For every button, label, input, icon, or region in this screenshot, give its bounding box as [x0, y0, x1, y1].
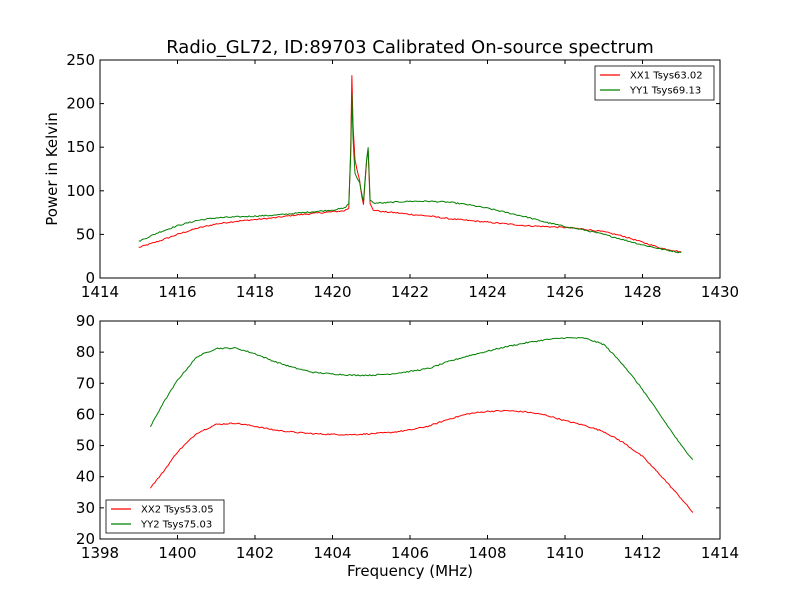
top-legend: XX1 Tsys63.02 YY1 Tsys69.13 — [594, 65, 715, 101]
bottom-y-tick-label: 50 — [76, 437, 95, 455]
bottom-series-layer — [149, 337, 694, 513]
bottom-y-tick-label: 70 — [76, 374, 95, 392]
top-x-tick-label: 1426 — [546, 283, 584, 301]
top-y-tick-label: 50 — [76, 225, 95, 243]
top-series-line-0 — [138, 75, 682, 253]
bottom-x-tick-label: 1410 — [546, 544, 584, 562]
top-x-tick-label: 1428 — [623, 283, 661, 301]
top-legend-label-xx1: XX1 Tsys63.02 — [630, 71, 703, 82]
bottom-x-tick-label: 1402 — [236, 544, 274, 562]
top-y-tick-label: 0 — [85, 269, 95, 287]
bottom-x-tick-label: 1408 — [468, 544, 506, 562]
top-x-tick-label: 1414 — [81, 283, 119, 301]
bottom-x-tick-label: 1414 — [701, 544, 739, 562]
top-x-tick-label: 1422 — [391, 283, 429, 301]
bottom-legend-label-xx2: XX2 Tsys53.05 — [141, 505, 214, 516]
top-plot-frame — [99, 59, 721, 279]
top-x-tick-label: 1424 — [468, 283, 506, 301]
top-panel: 1414 1416 1418 1420 1422 1424 1426 1428 1430 0 50 1… — [43, 51, 739, 301]
bottom-y-tick-label: 90 — [76, 312, 95, 330]
top-legend-label-yy1: YY1 Tsys69.13 — [629, 86, 701, 97]
top-x-tick-label: 1430 — [701, 283, 739, 301]
top-y-tick-label: 100 — [66, 182, 95, 200]
top-y-tick-label: 250 — [66, 51, 95, 69]
bottom-x-tick-label: 1412 — [623, 544, 661, 562]
bottom-y-tick-label: 30 — [76, 499, 95, 517]
bottom-tick-layer: 1398 1400 1402 1404 1406 1408 1410 1412 1414 20 30… — [76, 312, 739, 562]
bottom-y-tick-label: 40 — [76, 468, 95, 486]
top-x-tick-label: 1418 — [236, 283, 274, 301]
bottom-x-tick-label: 1404 — [313, 544, 351, 562]
top-y-axis-label: Power in Kelvin — [43, 112, 61, 226]
bottom-x-tick-label: 1400 — [158, 544, 196, 562]
top-x-tick-label: 1416 — [158, 283, 196, 301]
bottom-legend: XX2 Tsys53.05 YY2 Tsys75.03 — [105, 499, 225, 534]
bottom-x-axis-label: Frequency (MHz) — [347, 562, 473, 580]
top-series-line-1 — [138, 93, 682, 254]
bottom-series-line-0 — [149, 409, 694, 513]
bottom-y-tick-label: 20 — [76, 530, 95, 548]
bottom-legend-box — [105, 499, 225, 534]
bottom-y-tick-label: 80 — [76, 343, 95, 361]
bottom-panel: 1398 1400 1402 1404 1406 1408 1410 1412 1414 20 30… — [76, 312, 739, 580]
bottom-plot-frame — [99, 320, 721, 540]
top-y-tick-label: 200 — [66, 95, 95, 113]
chart-title: Radio_GL72, ID:89703 Calibrated On-sourc… — [166, 37, 654, 58]
bottom-y-tick-label: 60 — [76, 405, 95, 423]
bottom-legend-label-yy2: YY2 Tsys75.03 — [140, 520, 212, 531]
top-y-tick-label: 150 — [66, 138, 95, 156]
bottom-x-tick-label: 1398 — [81, 544, 119, 562]
bottom-series-line-1 — [149, 337, 694, 460]
top-tick-layer: 1414 1416 1418 1420 1422 1424 1426 1428 1430 0 50 1… — [66, 51, 739, 301]
bottom-x-tick-label: 1406 — [391, 544, 429, 562]
top-series-layer — [138, 75, 682, 254]
top-legend-box — [594, 65, 715, 101]
top-x-tick-label: 1420 — [313, 283, 351, 301]
